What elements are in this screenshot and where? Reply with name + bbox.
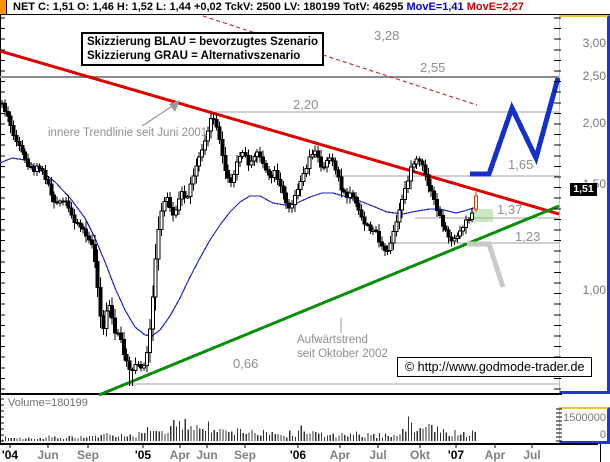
time-axis-month-label: Jun: [37, 448, 59, 462]
volume-value-label: Volume=180199: [8, 397, 88, 409]
price-level-label: 2,55: [420, 60, 446, 75]
price-level-label: 0,66: [233, 356, 259, 371]
price-axis-panel[interactable]: [559, 15, 610, 394]
time-axis-year-label: '06: [289, 448, 307, 462]
price-level-label: 3,28: [374, 28, 400, 43]
inner-trendline-caption: innere Trendlinie seit Juni 2001: [48, 127, 208, 139]
quote-header: NET C: 1,51 O: 1,46 H: 1,52 L: 1,44 +0,0…: [0, 0, 610, 14]
time-axis-month-label: Jul: [523, 448, 541, 462]
volume-axis-tick-label: 1500000: [563, 412, 606, 424]
price-axis-tick-label: 3,00: [582, 36, 606, 50]
mov-blue-value: MovE=1,41: [406, 1, 464, 13]
instrument-accent-bar: [0, 0, 7, 14]
price-level-label: 1,37: [497, 202, 523, 217]
uptrend-caption-line2: seit Oktober 2002: [297, 348, 388, 360]
uptrend-caption-line1: Aufwärtstrend: [297, 334, 368, 346]
mov-red-value: MovE=2,27: [466, 1, 524, 13]
time-axis-year-label: '04: [1, 448, 19, 462]
price-axis-tick-label: 2,00: [582, 116, 606, 130]
last-price-tag: 1,51: [570, 183, 597, 196]
quote-text: NET C: 1,51 O: 1,46 H: 1,52 L: 1,44 +0,0…: [13, 1, 524, 13]
time-axis-month-label: Sep: [76, 448, 100, 462]
time-axis-month-label: Apr: [169, 448, 191, 462]
price-level-label: 2,20: [293, 97, 319, 112]
copyright-link-box[interactable]: © http://www.godmode-trader.de: [397, 357, 593, 377]
time-axis-month-label: Sep: [233, 448, 257, 462]
time-axis-month-label: Jun: [196, 448, 218, 462]
time-axis-month-label: Apr: [329, 448, 351, 462]
scenario-legend-box: Skizzierung BLAU = bevorzugtes Szenario …: [81, 32, 325, 66]
scenario-legend-line2: Skizzierung GRAU = Alternativszenario: [87, 50, 301, 62]
copyright-link-text[interactable]: © http://www.godmode-trader.de: [405, 360, 585, 374]
quote-ohlc-text: NET C: 1,51 O: 1,46 H: 1,52 L: 1,44 +0,0…: [13, 1, 404, 13]
scenario-legend-line1: Skizzierung BLAU = bevorzugtes Szenario: [87, 36, 319, 48]
time-axis-year-label: '07: [447, 448, 465, 462]
volume-axis-tick-label: 0: [599, 429, 606, 441]
uptrend-caption: Aufwärtstrend seit Oktober 2002: [297, 333, 388, 361]
price-axis-tick-label: 1,00: [582, 283, 606, 297]
time-axis-year-label: '05: [134, 448, 152, 462]
time-axis-month-label: Jul: [369, 448, 387, 462]
time-axis-month-label: Okt: [409, 448, 431, 462]
price-axis-tick-label: 2,50: [582, 69, 606, 83]
price-level-label: 1,65: [508, 157, 534, 172]
price-level-label: 1,23: [515, 229, 541, 244]
time-axis-month-label: Apr: [484, 448, 506, 462]
